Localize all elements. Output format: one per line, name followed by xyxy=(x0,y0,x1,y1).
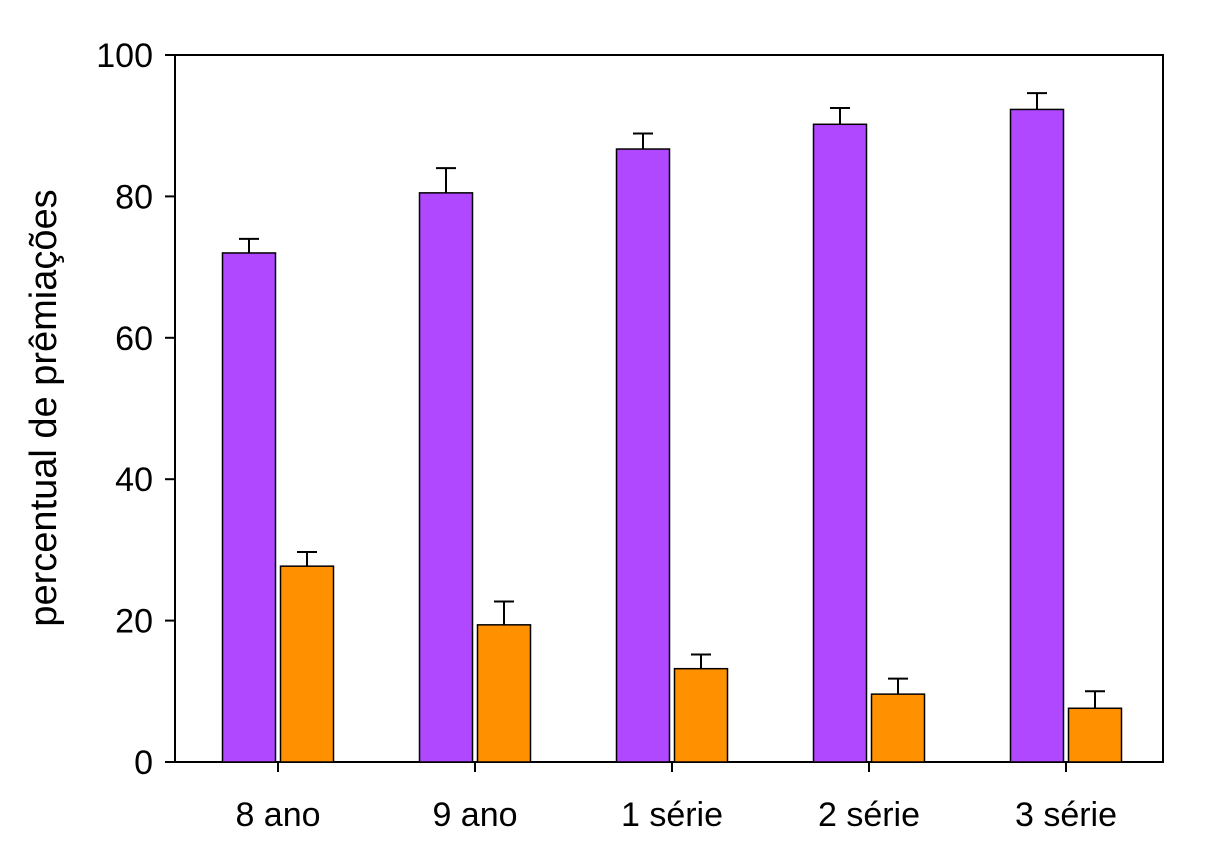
x-tick-label: 3 série xyxy=(1015,796,1117,834)
bar-series xyxy=(221,108,1123,763)
y-axis: 0 20 40 60 80 100 xyxy=(96,37,175,782)
y-tick-label: 80 xyxy=(115,178,153,216)
bar xyxy=(812,123,868,763)
bar xyxy=(870,693,926,763)
x-tick-label: 8 ano xyxy=(235,796,320,834)
bar xyxy=(418,192,474,763)
x-tick-label: 2 série xyxy=(818,796,920,834)
bar xyxy=(279,565,335,763)
bar xyxy=(1067,707,1123,763)
bar xyxy=(673,667,729,763)
y-tick-label: 60 xyxy=(115,320,153,358)
y-tick-label: 40 xyxy=(115,461,153,499)
x-tick-label: 9 ano xyxy=(432,796,517,834)
bar xyxy=(615,148,671,763)
x-tick-label: 1 série xyxy=(621,796,723,834)
bar xyxy=(221,252,277,763)
bar xyxy=(1009,108,1065,763)
y-axis-title: percentual de prêmiações xyxy=(23,189,65,626)
y-tick-label: 100 xyxy=(96,37,153,75)
error-bars xyxy=(239,92,1105,709)
y-tick-label: 0 xyxy=(134,744,153,782)
x-axis: 8 ano 9 ano 1 série 2 série 3 série xyxy=(235,762,1117,834)
y-tick-label: 20 xyxy=(115,603,153,641)
bar xyxy=(476,624,532,763)
